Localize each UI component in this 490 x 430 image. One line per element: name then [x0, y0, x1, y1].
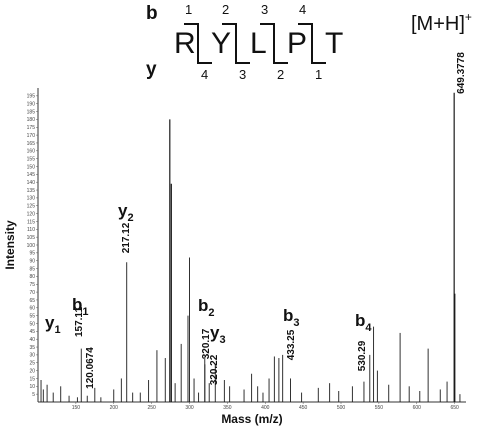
mz-label-649-3778: 649.3778	[456, 52, 467, 94]
b-number-1: 1	[185, 2, 192, 17]
y-tick-label: 145	[27, 172, 36, 178]
y-tick-label: 180	[27, 117, 36, 123]
precursor-label: [M+H]+	[411, 10, 472, 35]
y-tick-label: 120	[27, 211, 36, 217]
y-number-4: 4	[201, 67, 208, 82]
mz-label-217-12: 217.12	[121, 222, 132, 253]
residue-3: L	[250, 27, 267, 60]
b-number-4: 4	[299, 2, 306, 17]
cleavage-bracket-2	[222, 23, 250, 64]
residue-4: P	[287, 27, 307, 60]
residue-5: T	[325, 27, 343, 60]
ion-label-y2: y2	[118, 201, 134, 224]
b-series-label: b	[146, 3, 158, 24]
x-tick-label: 650	[450, 405, 459, 411]
y-tick-label: 190	[27, 102, 36, 108]
y-tick-label: 15	[29, 376, 35, 382]
y-tick-label: 130	[27, 196, 36, 202]
y-tick-label: 185	[27, 109, 36, 115]
y-tick-label: 155	[27, 156, 36, 162]
x-tick-label: 150	[72, 405, 81, 411]
ion-label-y1: y1	[45, 313, 61, 336]
b-number-2: 2	[222, 2, 229, 17]
cleavage-bracket-3	[260, 23, 288, 64]
cleavage-bracket-1	[184, 23, 212, 64]
y-tick-label: 150	[27, 164, 36, 170]
y-tick-label: 40	[29, 337, 35, 343]
y-tick-label: 160	[27, 149, 36, 155]
residue-1: R	[174, 27, 196, 60]
y-tick-label: 20	[29, 368, 35, 374]
mz-value-labels: 120.0674 157.11 217.12 320.17 320.22 433…	[74, 52, 467, 389]
y-axis-title: Intensity	[3, 220, 17, 270]
y-tick-label: 90	[29, 259, 35, 265]
y-tick-label: 35	[29, 345, 35, 351]
spectrum-peaks	[40, 92, 461, 402]
mz-label-433-25: 433.25	[286, 329, 297, 360]
x-tick-label: 200	[110, 405, 119, 411]
x-tick-label: 250	[147, 405, 156, 411]
mz-label-320-17: 320.17	[201, 328, 212, 359]
y-tick-label: 45	[29, 329, 35, 335]
y-tick-label: 60	[29, 306, 35, 312]
y-tick-label: 25	[29, 361, 35, 367]
y-tick-label: 115	[27, 219, 35, 225]
mz-label-320-22: 320.22	[209, 354, 220, 385]
x-tick-label: 350	[223, 405, 232, 411]
ion-annotations: y1 b1 y2 b2 y3 b3 b4	[45, 201, 372, 346]
y-tick-label: 170	[27, 133, 36, 139]
y-tick-label: 75	[29, 282, 35, 288]
y-tick-label: 100	[27, 243, 36, 249]
ion-label-b4: b4	[355, 311, 372, 334]
ion-label-b1: b1	[72, 295, 89, 318]
y-tick-label: 30	[29, 353, 35, 359]
y-tick-label: 140	[27, 180, 36, 186]
x-tick-label: 450	[299, 405, 308, 411]
y-tick-label: 195	[27, 94, 36, 100]
y-tick-label: 165	[27, 141, 36, 147]
x-tick-label: 300	[185, 405, 194, 411]
x-tick-label: 400	[261, 405, 270, 411]
cleavage-bracket-4	[298, 23, 326, 64]
y-tick-label: 50	[29, 321, 35, 327]
y-tick-label: 55	[29, 313, 35, 319]
x-tick-label: 600	[413, 405, 422, 411]
x-axis-title: Mass (m/z)	[221, 412, 282, 426]
mz-label-530-29: 530.29	[357, 340, 368, 371]
y-tick-label: 95	[29, 251, 35, 257]
y-number-2: 2	[277, 67, 284, 82]
y-tick-label: 65	[29, 298, 35, 304]
y-series-label: y	[146, 59, 157, 80]
y-tick-label: 125	[27, 204, 36, 210]
y-tick-label: 85	[29, 266, 35, 272]
y-number-1: 1	[315, 67, 322, 82]
y-tick-label: 110	[27, 227, 35, 233]
x-axis-ticks: 150 200 250 300 350 400 450 500 550 600 650	[72, 402, 459, 411]
ion-label-b3: b3	[283, 306, 300, 329]
x-tick-label: 500	[337, 405, 346, 411]
y-number-3: 3	[239, 67, 246, 82]
y-tick-label: 10	[29, 384, 35, 390]
y-tick-label: 5	[32, 392, 35, 398]
ion-label-y3: y3	[210, 323, 226, 346]
mz-label-120-0674: 120.0674	[85, 347, 96, 389]
residue-2: Y	[211, 27, 231, 60]
b-number-3: 3	[261, 2, 268, 17]
y-tick-label: 80	[29, 274, 35, 280]
y-tick-label: 175	[27, 125, 36, 131]
y-tick-label: 135	[27, 188, 36, 194]
y-tick-label: 70	[29, 290, 35, 296]
y-tick-label: 105	[27, 235, 36, 241]
mz-label-157-11: 157.11	[74, 307, 85, 337]
ion-label-b2: b2	[198, 296, 215, 319]
x-tick-label: 550	[375, 405, 384, 411]
fragmentation-diagram: b y R Y L P T 1 2 3 4 4 3 2 1 [M+H]+	[146, 2, 472, 82]
